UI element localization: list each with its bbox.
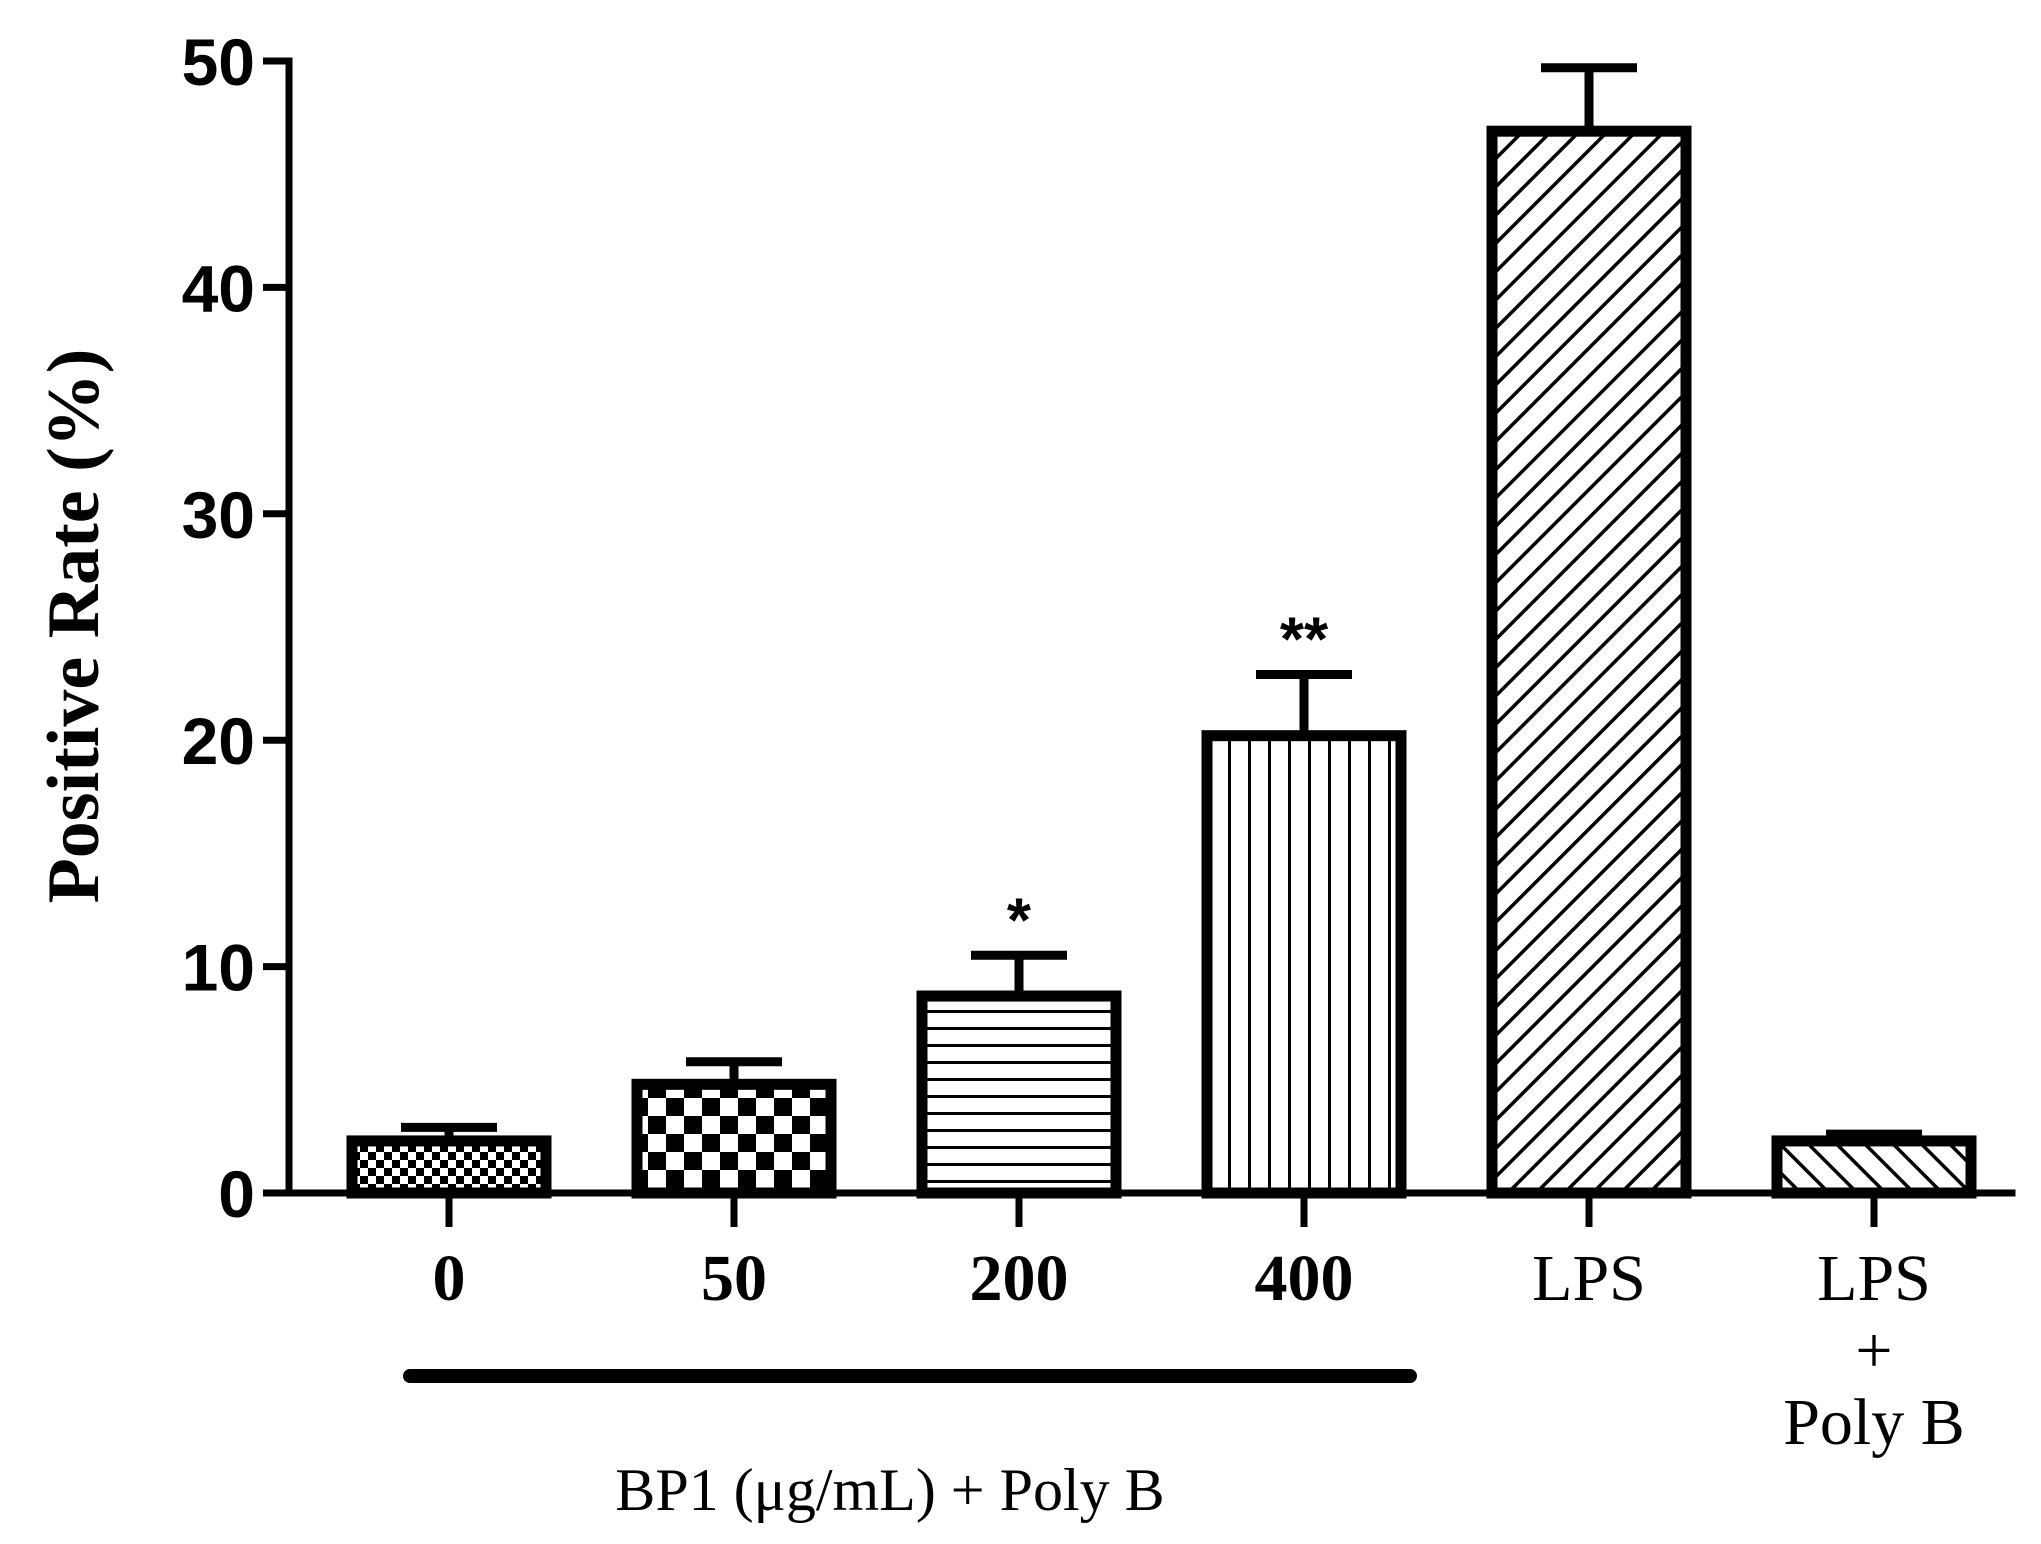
x-tick-label: 50 [701, 1242, 767, 1315]
x-tick-label: 400 [1255, 1242, 1354, 1315]
y-tick-label: 20 [182, 704, 255, 778]
y-tick-label: 40 [182, 251, 255, 325]
bar [1771, 1135, 1977, 1199]
x-tick-label: 0 [433, 1242, 466, 1315]
bar [1486, 125, 1692, 1199]
y-tick-label: 10 [182, 931, 255, 1005]
x-tick-label: Poly B [1783, 1386, 1965, 1459]
significance-marker: ** [1280, 606, 1329, 675]
group-label: BP1 (μg/mL) + Poly B [615, 1457, 1164, 1523]
significance-marker: * [1007, 886, 1032, 955]
y-axis-label: Positive Rate (%) [33, 349, 115, 904]
y-tick-label: 30 [182, 478, 255, 552]
y-tick-label: 0 [218, 1157, 255, 1231]
bar [346, 1135, 552, 1199]
y-tick-label: 50 [182, 25, 255, 99]
bar [1201, 730, 1407, 1199]
x-tick-label: + [1855, 1314, 1892, 1387]
bars [346, 63, 1977, 1199]
bar [631, 1078, 837, 1199]
x-tick-label: 200 [970, 1242, 1069, 1315]
bar [916, 990, 1122, 1199]
x-tick-label: LPS [1532, 1242, 1646, 1315]
x-tick-label: LPS [1817, 1242, 1931, 1315]
axes [263, 57, 2016, 1227]
